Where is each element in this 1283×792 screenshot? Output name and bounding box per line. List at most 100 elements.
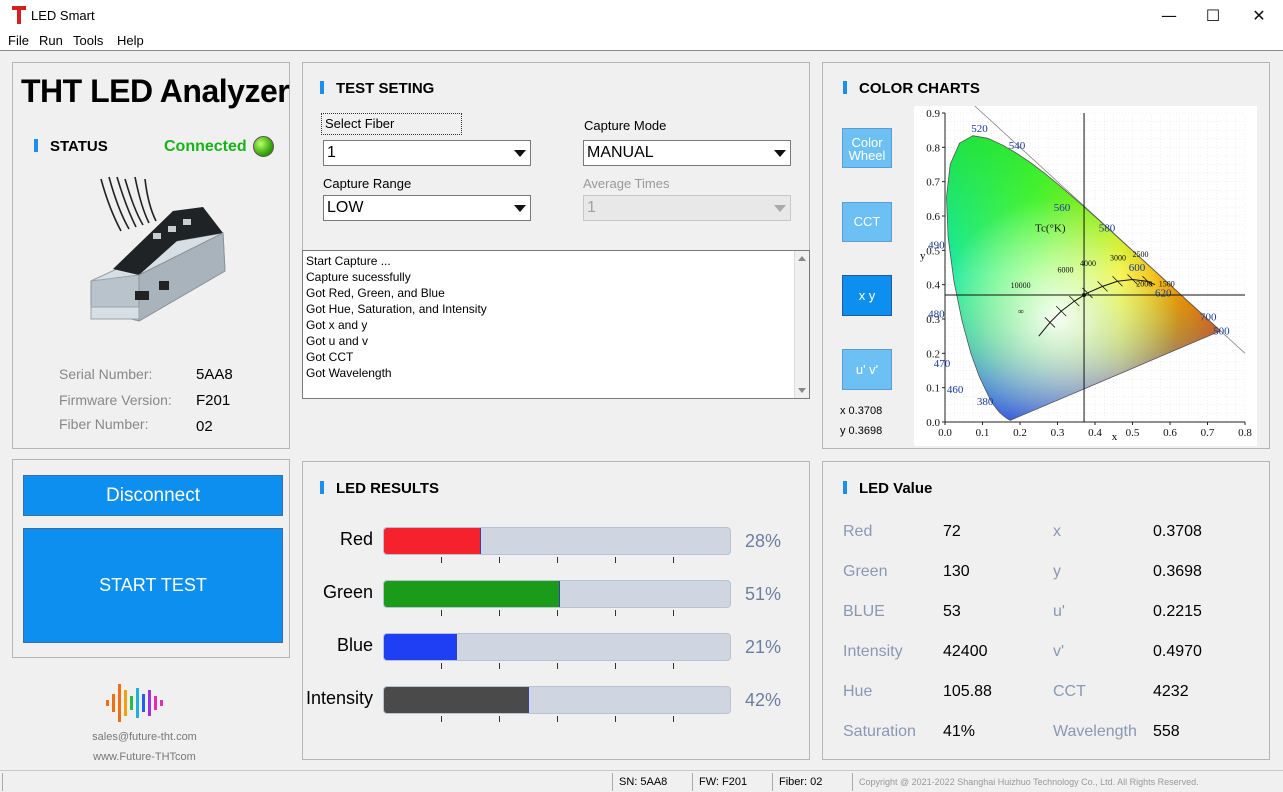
led-value-label: x — [1053, 523, 1061, 540]
result-bar-fill — [384, 687, 530, 713]
result-bar-tick — [673, 557, 674, 563]
cct-label: 2500 — [1133, 250, 1149, 259]
measurement-crosshair — [945, 113, 1245, 422]
cct-label: 4000 — [1080, 259, 1096, 268]
contact-email[interactable]: sales@future-tht.com — [92, 731, 197, 743]
wavelength-label: 520 — [971, 123, 988, 135]
led-value-value: 42400 — [943, 643, 988, 660]
result-bar-ticks — [383, 557, 731, 563]
result-bar-fill — [384, 528, 481, 554]
x-axis-label: x — [1112, 431, 1118, 443]
statusbar-sn: SN: 5AA8 — [612, 773, 692, 791]
y-tick-label: 0.7 — [926, 177, 940, 189]
cct-button[interactable]: CCT — [842, 202, 892, 242]
start-test-button[interactable]: START TEST — [23, 528, 283, 643]
log-line: Capture sucessfully — [306, 270, 411, 284]
y-tick-label: 0.4 — [926, 280, 940, 292]
capture-range-label: Capture Range — [323, 176, 412, 191]
minimize-icon[interactable]: — — [1161, 6, 1177, 25]
led-value-label: Wavelength — [1053, 723, 1137, 740]
uv-button[interactable]: u' v' — [842, 349, 892, 390]
led-value-label: Green — [843, 563, 888, 580]
led-value-label: y — [1053, 563, 1061, 580]
wavelength-label: 700 — [1200, 312, 1217, 324]
led-value-value: 105.88 — [943, 683, 992, 700]
result-bar-tick — [441, 716, 442, 722]
log-line: Got Red, Green, and Blue — [306, 286, 445, 300]
color-wheel-button[interactable]: Color Wheel — [842, 128, 892, 168]
result-bar-label: Intensity — [305, 688, 373, 708]
result-bar-fill — [384, 634, 457, 660]
disconnect-button[interactable]: Disconnect — [23, 475, 283, 516]
led-value-label: Red — [843, 523, 873, 540]
result-bar-percent: 21% — [745, 637, 782, 657]
planckian-locus: Tc(°K) 10000 6000 4000 3000 2500 2000 1500 ∞ — [1011, 222, 1175, 337]
led-value-value: 53 — [943, 603, 961, 620]
log-line: Got u and v — [306, 334, 369, 348]
wavelength-label: 490 — [928, 240, 945, 252]
cct-label: 6000 — [1058, 266, 1074, 275]
company-logo-icon — [106, 684, 163, 722]
chevron-down-icon — [774, 205, 786, 212]
color-charts-panel: COLOR CHARTS Color Wheel CCT x y u' v' x… — [822, 62, 1270, 449]
result-bar-percent: 42% — [745, 690, 782, 710]
wavelength-label: 560 — [1054, 202, 1071, 214]
result-bar-percent: 28% — [745, 531, 782, 551]
led-value-label: Hue — [843, 683, 873, 700]
actions-panel: Disconnect START TEST — [12, 459, 290, 658]
menu-file[interactable]: File — [8, 33, 29, 48]
connection-led-icon — [253, 136, 274, 157]
page-title: THT LED Analyzer — [21, 73, 290, 109]
result-bar-tick — [557, 663, 558, 669]
wavelength-label: 540 — [1009, 140, 1026, 152]
led-value-panel: LED Value Red 72 x 0.3708 Green 130 y 0.3698 BLU… — [822, 461, 1270, 760]
scroll-up-icon[interactable] — [798, 256, 806, 261]
result-bar-tick — [441, 610, 442, 616]
result-bar-tick — [673, 610, 674, 616]
x-tick-label: 0.5 — [1126, 427, 1140, 439]
capture-mode-dropdown[interactable]: MANUAL — [583, 140, 791, 166]
chevron-down-icon — [514, 205, 526, 212]
y-tick-label: 0.1 — [926, 383, 940, 395]
menu-run[interactable]: Run — [39, 33, 63, 48]
result-bar-label: Blue — [336, 635, 373, 655]
wavelength-label: 620 — [1155, 288, 1172, 300]
x-tick-label: 0.6 — [1163, 427, 1177, 439]
xy-button[interactable]: x y — [842, 275, 892, 316]
led-value-value: 0.4970 — [1153, 643, 1202, 660]
menu-help[interactable]: Help — [117, 33, 144, 48]
y-tick-label: 0.6 — [926, 211, 940, 223]
result-bar-tick — [673, 716, 674, 722]
log-output[interactable]: Start Capture ... Capture sucessfully Got … — [302, 250, 810, 399]
capture-range-dropdown[interactable]: LOW — [323, 195, 531, 221]
x-tick-label: 0.7 — [1201, 427, 1215, 439]
maximize-icon[interactable]: ☐ — [1205, 6, 1221, 25]
menu-tools[interactable]: Tools — [73, 33, 104, 48]
scroll-down-icon[interactable] — [798, 388, 806, 393]
window-title: LED Smart — [31, 8, 95, 23]
result-bar-track — [383, 633, 731, 661]
result-bar-tick — [499, 557, 500, 563]
status-section-title: STATUS — [34, 138, 108, 155]
result-bar-track — [383, 527, 731, 555]
result-bar-tick — [615, 716, 616, 722]
log-scrollbar[interactable] — [794, 251, 809, 398]
isotherm-line — [1127, 274, 1138, 285]
led-value-label: v' — [1053, 643, 1065, 660]
wavelength-label: 580 — [1099, 222, 1116, 234]
cct-label: 10000 — [1011, 281, 1031, 290]
close-icon[interactable]: ✕ — [1252, 6, 1266, 25]
statusbar-fw: FW: F201 — [692, 773, 772, 791]
contact-website[interactable]: www.Future-THTcom — [93, 751, 196, 763]
select-fiber-dropdown[interactable]: 1 — [323, 140, 531, 166]
capture-mode-value: MANUAL — [587, 144, 654, 161]
wavelength-label: 380 — [977, 396, 994, 408]
led-value-label: BLUE — [843, 603, 885, 620]
y-tick-label: 0.3 — [926, 314, 940, 326]
x-tick-label: 0.8 — [1238, 427, 1252, 439]
status-panel: THT LED Analyzer STATUS Connected Serial… — [12, 62, 290, 449]
x-tick-label: 0.4 — [1088, 427, 1102, 439]
result-bar-percent: 51% — [745, 584, 782, 604]
cct-label: Tc(°K) — [1035, 222, 1066, 234]
